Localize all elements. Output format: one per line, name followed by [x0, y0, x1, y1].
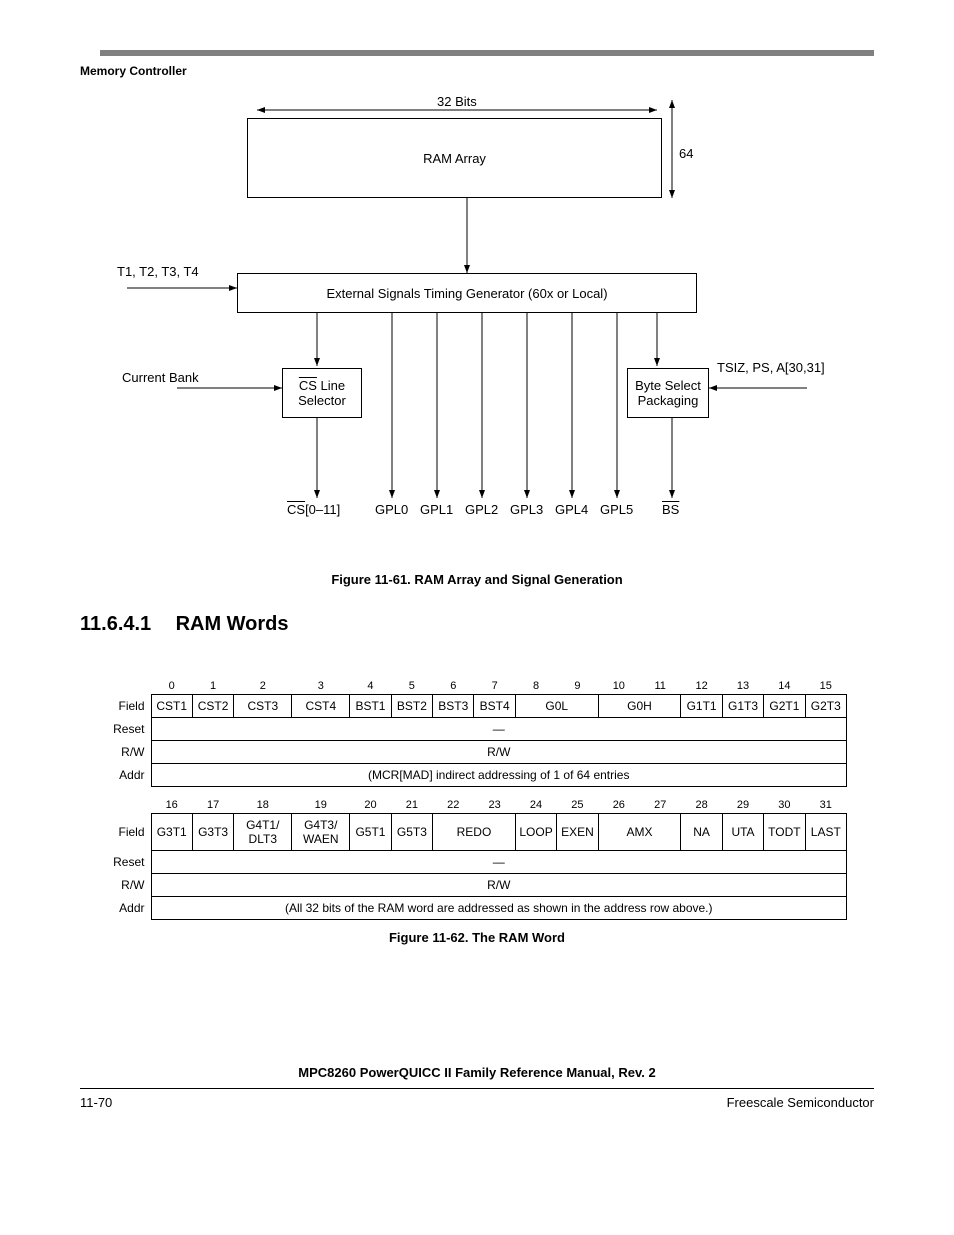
- ram-array-box: RAM Array: [247, 118, 662, 198]
- reg-table-top: 0123456789101112131415 Field CST1 CST2 C…: [107, 676, 847, 787]
- cs-out-label: CS[0–11]: [287, 502, 340, 517]
- gpl2-label: GPL2: [465, 502, 498, 517]
- rw-row-bottom: R/W R/W: [107, 874, 847, 897]
- gpl5-label: GPL5: [600, 502, 633, 517]
- current-bank-label: Current Bank: [122, 370, 199, 385]
- bitnum-row-bottom: 16171819202122232425262728293031: [107, 795, 847, 814]
- section-number: 11.6.4.1: [80, 613, 170, 636]
- figure-61-caption: Figure 11-61. RAM Array and Signal Gener…: [80, 572, 874, 587]
- reset-row-top: Reset —: [107, 718, 847, 741]
- gpl4-label: GPL4: [555, 502, 588, 517]
- t-signals-label: T1, T2, T3, T4: [117, 264, 199, 279]
- cs-selector-box: CS Line Selector: [282, 368, 362, 418]
- byte-select-l2: Packaging: [638, 393, 699, 408]
- rw-row-top: R/W R/W: [107, 741, 847, 764]
- bitnum-row-top: 0123456789101112131415: [107, 676, 847, 695]
- byte-select-l1: Byte Select: [635, 378, 701, 393]
- figure-62-caption: Figure 11-62. The RAM Word: [107, 930, 847, 945]
- register-figure: 0123456789101112131415 Field CST1 CST2 C…: [107, 676, 847, 945]
- cs-selector-line1: CS Line: [299, 378, 345, 393]
- ram-depth-label: 64: [679, 146, 693, 161]
- reset-row-bottom: Reset —: [107, 851, 847, 874]
- field-row-bottom: Field G3T1 G3T3 G4T1/ DLT3 G4T3/ WAEN G5…: [107, 814, 847, 851]
- section-heading: 11.6.4.1 RAM Words: [80, 613, 874, 636]
- addr-row-bottom: Addr (All 32 bits of the RAM word are ad…: [107, 897, 847, 920]
- field-row-top: Field CST1 CST2 CST3 CST4 BST1 BST2 BST3…: [107, 695, 847, 718]
- top-rule: [100, 50, 874, 56]
- page-footer: MPC8260 PowerQUICC II Family Reference M…: [80, 1065, 874, 1110]
- footer-manual-title: MPC8260 PowerQUICC II Family Reference M…: [80, 1065, 874, 1080]
- byte-select-box: Byte Select Packaging: [627, 368, 709, 418]
- ram-diagram: 32 Bits RAM Array 64 T1, T2, T3, T4 Exte…: [87, 88, 867, 568]
- gpl0-label: GPL0: [375, 502, 408, 517]
- section-title: RAM Words: [176, 613, 289, 635]
- footer-vendor: Freescale Semiconductor: [727, 1095, 874, 1110]
- footer-rule: [80, 1088, 874, 1089]
- addr-row-top: Addr (MCR[MAD] indirect addressing of 1 …: [107, 764, 847, 787]
- generator-label: External Signals Timing Generator (60x o…: [326, 286, 607, 301]
- ram-array-label: RAM Array: [423, 151, 486, 166]
- footer-page-number: 11-70: [80, 1095, 112, 1110]
- ram-width-label: 32 Bits: [437, 94, 477, 109]
- generator-box: External Signals Timing Generator (60x o…: [237, 273, 697, 313]
- bs-label: BS: [662, 502, 679, 517]
- cs-selector-line2: Selector: [298, 393, 346, 408]
- reg-table-bottom: 16171819202122232425262728293031 Field G…: [107, 795, 847, 920]
- gpl3-label: GPL3: [510, 502, 543, 517]
- tsiz-label: TSIZ, PS, A[30,31]: [717, 360, 825, 375]
- chapter-header: Memory Controller: [80, 64, 874, 78]
- gpl1-label: GPL1: [420, 502, 453, 517]
